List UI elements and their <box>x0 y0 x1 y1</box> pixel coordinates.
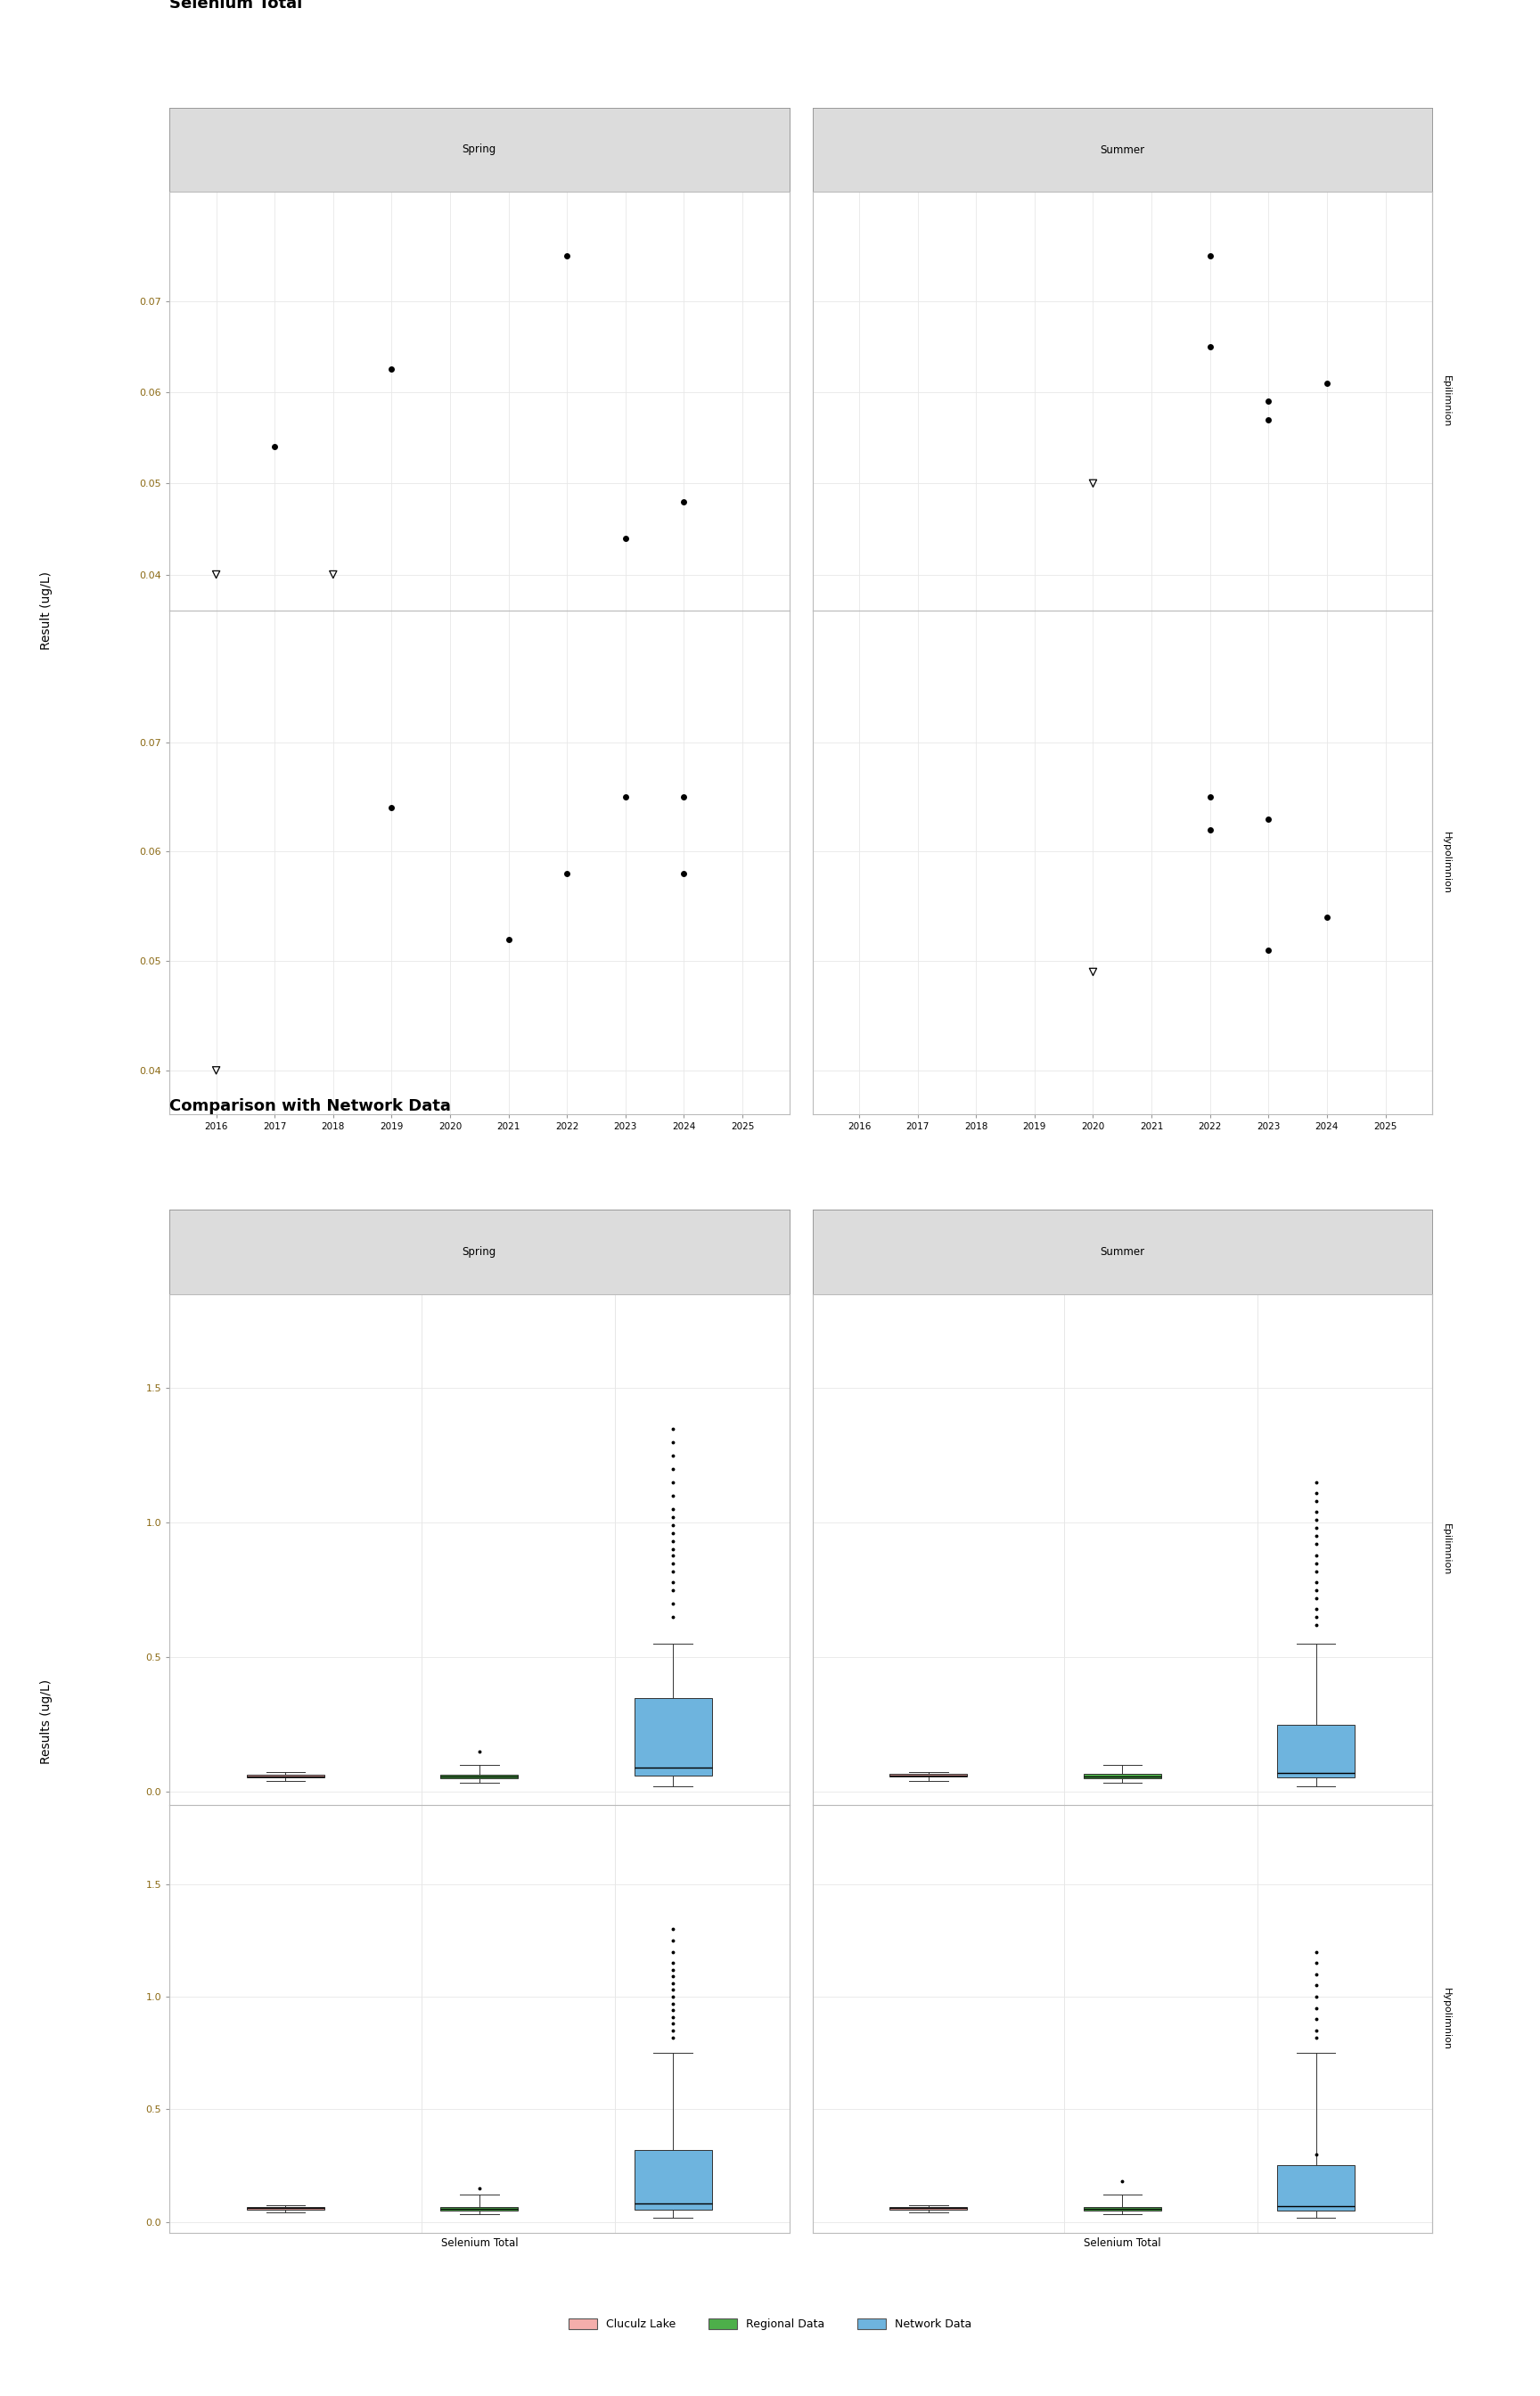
Point <box>203 556 228 594</box>
Point <box>554 237 579 276</box>
Point <box>1315 364 1340 403</box>
Point <box>1257 400 1281 438</box>
PathPatch shape <box>246 2207 325 2209</box>
PathPatch shape <box>1277 2166 1355 2212</box>
Point <box>1081 954 1106 992</box>
Point <box>379 788 403 827</box>
Point <box>320 556 345 594</box>
PathPatch shape <box>634 2149 711 2209</box>
PathPatch shape <box>890 2207 967 2209</box>
Text: Spring: Spring <box>462 1246 496 1258</box>
PathPatch shape <box>1084 2207 1161 2212</box>
Text: Results (ug/L): Results (ug/L) <box>40 1680 52 1763</box>
Point <box>554 855 579 894</box>
Text: Summer: Summer <box>1100 144 1144 156</box>
Point <box>262 429 286 467</box>
Y-axis label: Hypolimnion: Hypolimnion <box>1441 831 1451 894</box>
PathPatch shape <box>1277 1725 1355 1778</box>
Point <box>379 350 403 388</box>
Point <box>203 1052 228 1090</box>
Point <box>1315 898 1340 937</box>
Point <box>671 855 696 894</box>
Text: Result (ug/L): Result (ug/L) <box>40 573 52 649</box>
PathPatch shape <box>246 1775 325 1778</box>
Legend: Cluculz Lake, Regional Data, Network Data: Cluculz Lake, Regional Data, Network Dat… <box>564 2315 976 2334</box>
PathPatch shape <box>440 2207 517 2212</box>
PathPatch shape <box>1084 1773 1161 1778</box>
Y-axis label: Hypolimnion: Hypolimnion <box>1441 1989 1451 2051</box>
Point <box>1257 800 1281 839</box>
Point <box>1257 383 1281 422</box>
Point <box>613 520 638 558</box>
Y-axis label: Epilimnion: Epilimnion <box>1441 1524 1451 1577</box>
Y-axis label: Epilimnion: Epilimnion <box>1441 376 1451 426</box>
Point <box>1081 465 1106 503</box>
Point <box>496 920 521 958</box>
Text: Selenium Total: Selenium Total <box>169 0 302 12</box>
Point <box>1198 328 1223 367</box>
Text: Comparison with Network Data: Comparison with Network Data <box>169 1097 451 1114</box>
Point <box>613 779 638 817</box>
PathPatch shape <box>440 1775 517 1778</box>
Text: Spring: Spring <box>462 144 496 156</box>
Point <box>671 779 696 817</box>
Point <box>1198 810 1223 848</box>
Point <box>1198 779 1223 817</box>
PathPatch shape <box>890 1773 967 1778</box>
PathPatch shape <box>634 1699 711 1775</box>
Point <box>1257 932 1281 970</box>
Point <box>1198 237 1223 276</box>
Point <box>671 482 696 520</box>
Text: Summer: Summer <box>1100 1246 1144 1258</box>
